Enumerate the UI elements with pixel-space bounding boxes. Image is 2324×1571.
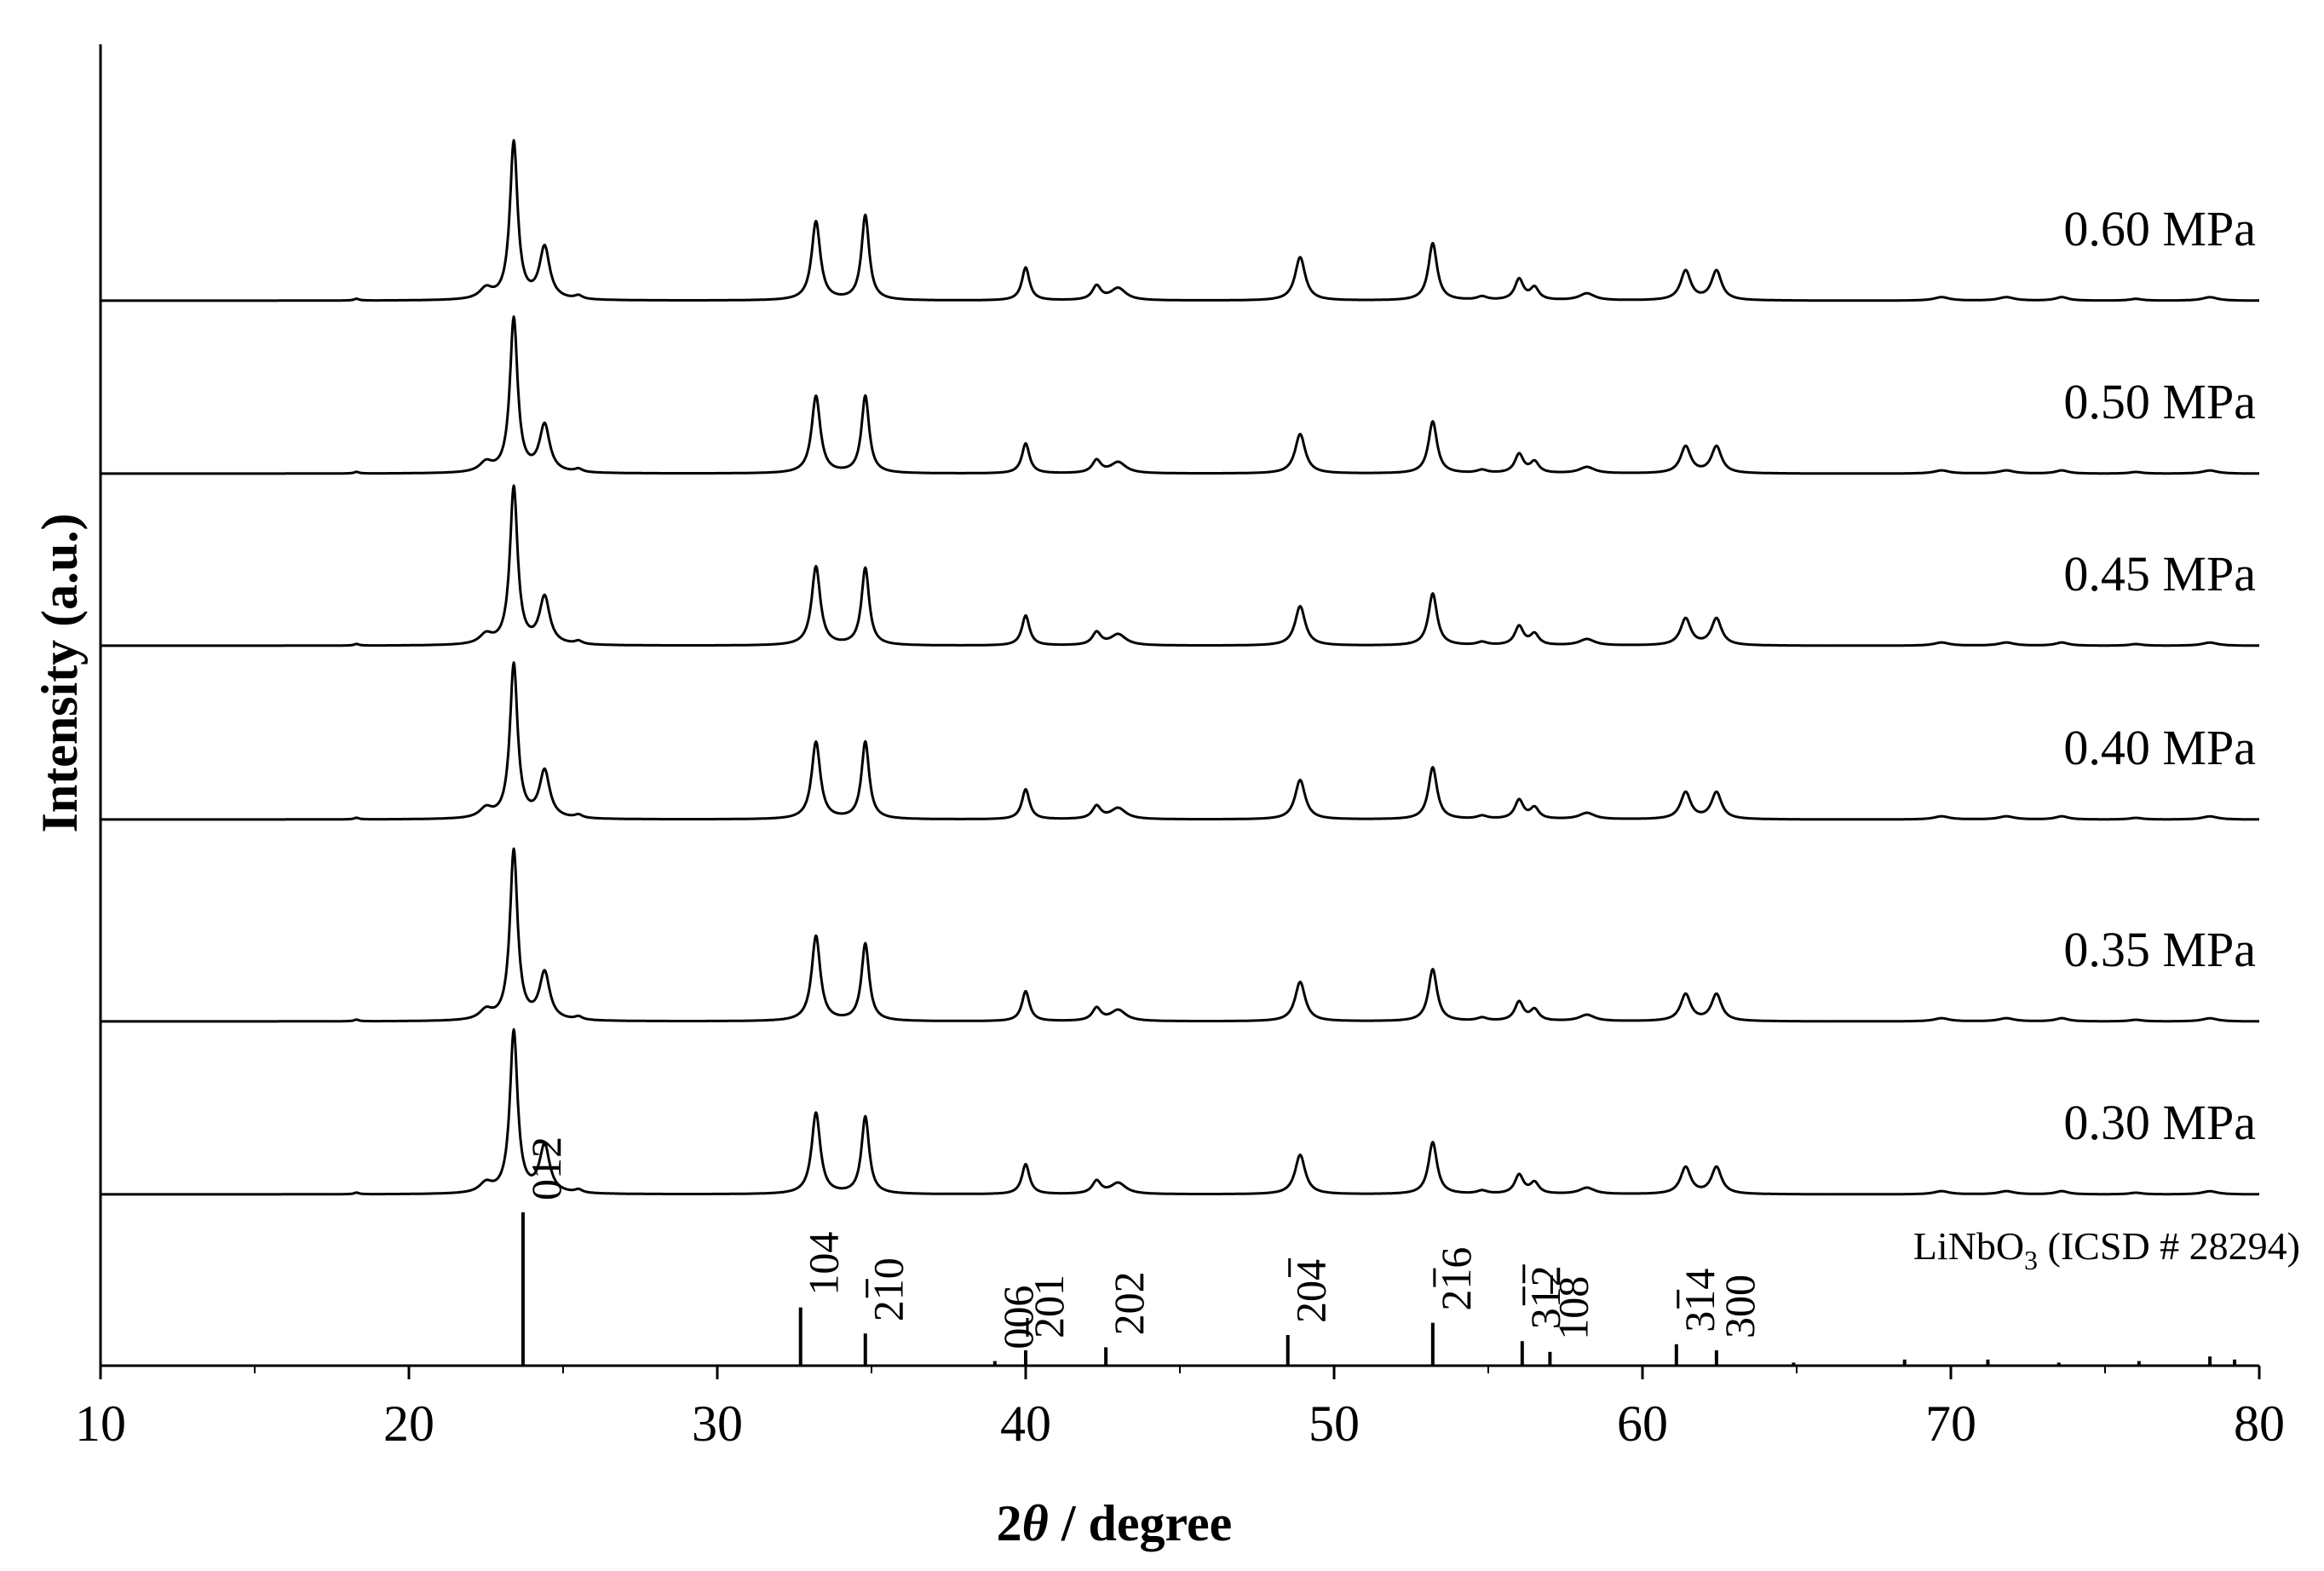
series-line-3 (100, 661, 2260, 821)
hkl-label: 210 (865, 1257, 912, 1321)
hkl-label: 202 (1105, 1271, 1153, 1335)
series-label-5: 0.30 MPa (2063, 1095, 2256, 1150)
series-label-2: 0.45 MPa (2063, 546, 2256, 601)
hkl-label: 108 (1549, 1276, 1596, 1340)
x-tick-label: 50 (1309, 1395, 1360, 1452)
x-tick-label: 60 (1617, 1395, 1668, 1452)
reference-label: LiNbO3 (ICSD # 28294) (1913, 1224, 2300, 1275)
series-line-4 (100, 847, 2260, 1023)
series-group: 0.60 MPa 0.50 MPa 0.45 MPa 0.40 MPa 0.35 MPa… (100, 139, 2260, 1196)
series-line-1 (100, 315, 2260, 475)
hkl-label: 201 (1025, 1275, 1073, 1338)
hkl-label: 006 (994, 1286, 1042, 1349)
axes: 10 20 30 40 50 60 70 80 (75, 44, 2285, 1452)
x-tick-label: 40 (1000, 1395, 1051, 1452)
hkl-label: 312 (1522, 1265, 1569, 1329)
series-label-4: 0.35 MPa (2063, 922, 2256, 977)
x-tick-label: 10 (75, 1395, 126, 1452)
series-line-0 (100, 139, 2260, 302)
series-line-2 (100, 484, 2260, 647)
hkl-label: 104 (800, 1232, 848, 1296)
hkl-label: 012 (522, 1137, 570, 1200)
series-line-5 (100, 1027, 2260, 1196)
hkl-label: 300 (1716, 1275, 1763, 1338)
x-tick-label: 30 (692, 1395, 743, 1452)
x-tick-label: 80 (2234, 1395, 2285, 1452)
x-tick-label: 70 (1925, 1395, 1976, 1452)
series-label-1: 0.50 MPa (2063, 374, 2256, 429)
series-label-0: 0.60 MPa (2063, 201, 2256, 256)
y-axis-title: Intensity (a.u.) (32, 513, 88, 832)
x-axis-title: 2θ / degree (997, 1495, 1233, 1551)
hkl-label: 204 (1287, 1259, 1335, 1323)
x-tick-label: 20 (383, 1395, 434, 1452)
hkl-label: 314 (1676, 1269, 1723, 1332)
series-label-3: 0.40 MPa (2063, 720, 2256, 775)
hkl-label: 216 (1432, 1247, 1480, 1311)
